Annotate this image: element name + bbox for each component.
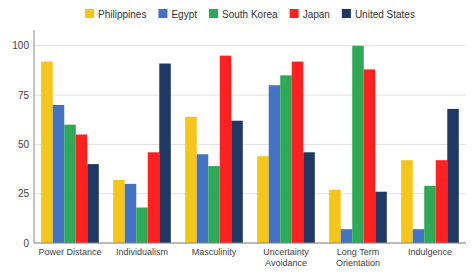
bar: [185, 117, 197, 243]
bar: [41, 62, 53, 243]
legend-swatch: [342, 9, 351, 18]
x-tick-label: Long TermOrientation: [336, 247, 380, 268]
bar: [125, 184, 137, 243]
legend-label: Philippines: [98, 9, 146, 20]
y-tick-label: 50: [18, 139, 30, 150]
x-tick-label-line: Uncertainty: [263, 247, 309, 257]
legend-label: United States: [355, 9, 415, 20]
bar: [352, 46, 364, 243]
legend-label: South Korea: [222, 9, 278, 20]
bar: [64, 125, 76, 243]
bar: [447, 109, 459, 243]
bar: [76, 135, 88, 243]
x-tick-label-line: Individualism: [116, 247, 168, 257]
bar: [364, 69, 376, 243]
bar: [159, 64, 171, 243]
x-tick-label-line: Masculinity: [192, 247, 237, 257]
bar: [424, 186, 436, 243]
legend-swatch: [209, 9, 218, 18]
bar: [113, 180, 125, 243]
x-axis-line: [34, 243, 466, 244]
bar: [329, 190, 341, 243]
x-tick-label: Power Distance: [38, 247, 101, 257]
y-axis-line: [34, 30, 35, 243]
bar: [148, 152, 160, 243]
bar: [413, 229, 425, 243]
bar: [87, 164, 99, 243]
bar: [53, 105, 65, 243]
legend-label: Japan: [303, 9, 330, 20]
x-tick-label-line: Avoidance: [265, 258, 307, 268]
x-tick-label-line: Power Distance: [38, 247, 101, 257]
y-tick-label: 75: [18, 90, 30, 101]
x-tick-label: Individualism: [116, 247, 168, 257]
bar: [197, 154, 209, 243]
bar: [208, 166, 220, 243]
bar: [220, 56, 232, 243]
x-tick-label: UncertaintyAvoidance: [263, 247, 309, 268]
chart: 0 25 50 75 100 Power Distance Individualism Mas…: [0, 0, 474, 277]
bars: [41, 46, 459, 243]
grid-line: [34, 144, 466, 145]
bar: [375, 192, 387, 243]
bar: [303, 152, 315, 243]
bar: [401, 160, 413, 243]
bar: [269, 85, 281, 243]
x-tick-label-line: Indulgence: [408, 247, 452, 257]
legend-swatch: [85, 9, 94, 18]
bar: [292, 62, 304, 243]
bar: [231, 121, 243, 243]
y-tick-label: 100: [12, 40, 29, 51]
bar: [280, 75, 292, 243]
y-tick-label: 25: [18, 188, 30, 199]
x-tick-label-line: Orientation: [336, 258, 380, 268]
x-tick-label-line: Long Term: [337, 247, 379, 257]
grid-line: [34, 45, 466, 46]
legend-label: Egypt: [171, 9, 197, 20]
bar: [136, 208, 148, 244]
legend-swatch: [158, 9, 167, 18]
x-tick-label: Indulgence: [408, 247, 452, 257]
y-tick-label: 0: [23, 238, 29, 249]
legend-swatch: [290, 9, 299, 18]
bar: [341, 229, 353, 243]
bar: [257, 156, 269, 243]
bar: [436, 160, 448, 243]
x-tick-label: Masculinity: [192, 247, 237, 257]
legend: Philippines Egypt South Korea Japan United S…: [85, 9, 415, 20]
grid-line: [34, 95, 466, 96]
grid-line: [34, 243, 466, 244]
